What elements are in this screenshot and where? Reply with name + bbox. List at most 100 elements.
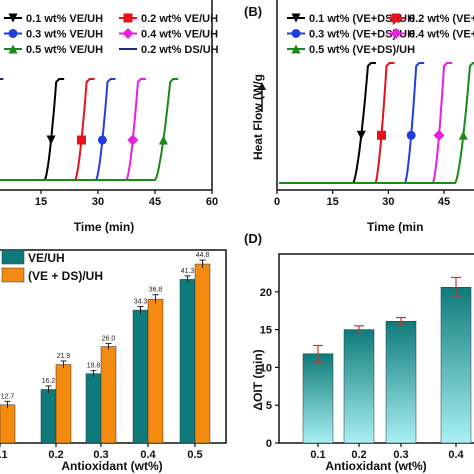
legend-marker: [391, 13, 401, 23]
x-tick-label: 0.4: [448, 449, 464, 461]
legend-swatch: [1, 267, 25, 283]
panel-c-legend: VE/UH (VE + DS)/UH: [1, 249, 103, 283]
legend-marker: [291, 44, 301, 54]
y-tick-label: 0: [266, 438, 272, 450]
bar-delta-oit: [440, 287, 472, 444]
bar-delta-oit: [343, 329, 375, 444]
legend-entry: 0.3 wt% (VE+DS)/UH: [309, 29, 415, 41]
x-tick-label: 30: [382, 196, 394, 208]
panel-a-curves: [0, 78, 179, 181]
bar-ve-ds-uh: [194, 263, 211, 444]
curve-marker-1: [46, 135, 56, 145]
curve-marker-2: [76, 135, 86, 145]
legend-marker: [291, 29, 301, 38]
curve-4: [0, 78, 146, 181]
x-tick-label: 0.3: [93, 449, 108, 461]
panel-c-bars: 412.716.221.919.826.034.336.841.344.8: [0, 252, 211, 444]
bar-ve-ds-uh: [0, 404, 16, 444]
data-label: 16.2: [42, 378, 56, 385]
panel-b-legend: 0.1 wt% (VE+DS)/UH0.2 wt% (VE+DS)/UH 0.3 …: [287, 13, 474, 56]
legend-marker: [8, 29, 18, 38]
y-tick-label: 5: [266, 400, 272, 412]
panel-d-bars: [302, 276, 472, 444]
legend-entry: 0.2 wt% VE/UH: [141, 13, 218, 25]
bar-delta-oit: [385, 321, 417, 444]
curve-marker-5: [158, 135, 168, 145]
curve-5: [0, 78, 179, 181]
curve-marker-2: [376, 130, 386, 140]
legend-entry: 0.3 wt% VE/UH: [26, 29, 103, 41]
curve-5: [279, 62, 474, 184]
curve-marker-4: [127, 134, 139, 146]
data-label: 21.9: [57, 353, 71, 360]
data-label: 36.8: [149, 287, 163, 294]
legend-marker: [123, 13, 133, 23]
curve-marker-1: [356, 130, 366, 140]
data-label: 19.8: [87, 363, 101, 370]
panel-a: 015304560 0.1 wt% VE/UH0.2 wt% VE/UH0.3 …: [0, 0, 219, 234]
legend-marker: [122, 28, 134, 39]
y-tick-label: 15: [260, 325, 272, 337]
data-label: 12.7: [1, 393, 15, 400]
y-tick-label: 20: [260, 287, 272, 299]
curve-3: [279, 62, 425, 184]
x-tick-label: 0.1: [0, 449, 8, 461]
legend-marker: [8, 13, 18, 23]
panel-b-label: (B): [244, 4, 262, 19]
data-label: 41.3: [181, 268, 195, 275]
x-tick-label: 45: [438, 196, 450, 208]
plot-frame: [276, 0, 474, 191]
heat-flow-arrow-head: [258, 82, 266, 90]
legend-entry: (VE + DS)/UH: [28, 269, 103, 283]
curve-1: [0, 78, 65, 181]
legend-entry: VE/UH: [28, 251, 65, 265]
bar-ve-uh: [179, 279, 196, 444]
x-tick-label: 0.3: [393, 449, 408, 461]
panel-d-axes: 0 5 10 15 20 0.1 0.2 0.3 0.4: [260, 253, 474, 461]
data-label: 34.3: [134, 299, 148, 306]
x-tick-label: 0.5: [187, 449, 202, 461]
legend-entry: 0.5 wt% (VE+DS)/UH: [309, 44, 415, 56]
bar-ve-ds-uh: [100, 346, 117, 444]
legend-swatch: [1, 249, 25, 265]
data-label: 26.0: [102, 335, 116, 342]
curve-marker-3: [97, 135, 107, 145]
panel-b-x-label: Time (min: [367, 220, 423, 234]
bar-ve-uh: [132, 309, 149, 444]
x-tick-label: 0.1: [310, 449, 325, 461]
curve-6: [0, 78, 4, 80]
bar-ve-ds-uh: [55, 364, 72, 444]
panel-b-curves: [279, 62, 474, 184]
bar-ve-ds-uh: [147, 298, 164, 444]
panel-d-x-label: Antioxidant (wt%): [325, 459, 426, 473]
panel-d-label: (D): [244, 231, 262, 246]
bar-delta-oit: [302, 353, 334, 444]
legend-marker: [8, 44, 18, 54]
panel-a-legend: 0.1 wt% VE/UH 0.2 wt% VE/UH 0.3 wt% VE/UH 0…: [4, 13, 219, 56]
curve-marker-4: [433, 129, 445, 141]
x-tick-label: 0.2: [48, 449, 63, 461]
panel-c: 0.10.20.30.40.5 412.716.221.919.826.034.…: [0, 249, 227, 473]
panel-c-x-label: Antioxidant (wt%): [61, 459, 162, 473]
x-tick-label: 15: [327, 196, 339, 208]
curve-marker-3: [406, 130, 416, 140]
x-tick-label: 45: [149, 196, 161, 208]
x-tick-label: 0.4: [140, 449, 156, 461]
legend-entry: 0.2 wt% DS/UH: [141, 44, 219, 56]
legend-entry: 0.4 wt% VE/UH: [141, 29, 218, 41]
x-tick-label: 15: [35, 196, 47, 208]
x-tick-label: 0: [274, 196, 280, 208]
curve-2: [279, 62, 395, 184]
legend-marker: [390, 28, 402, 39]
bar-ve-uh: [85, 373, 102, 444]
legend-entry: 0.1 wt% (VE+DS)/UH: [309, 13, 415, 25]
data-label: 44.8: [196, 252, 210, 259]
plot-frame: [278, 253, 474, 444]
legend-entry: 0.4 wt% (VE+DS)/UH: [409, 29, 474, 41]
panel-b-axes: 0 15 30 45: [258, 0, 474, 208]
curve-marker-5: [458, 130, 468, 140]
panel-b: (B) 0 15 30 45 0.1 wt% (VE+DS)/UH0.2 wt% (V…: [244, 0, 474, 234]
panel-a-x-label: Time (min): [74, 220, 134, 234]
legend-entry: 0.1 wt% VE/UH: [26, 13, 103, 25]
